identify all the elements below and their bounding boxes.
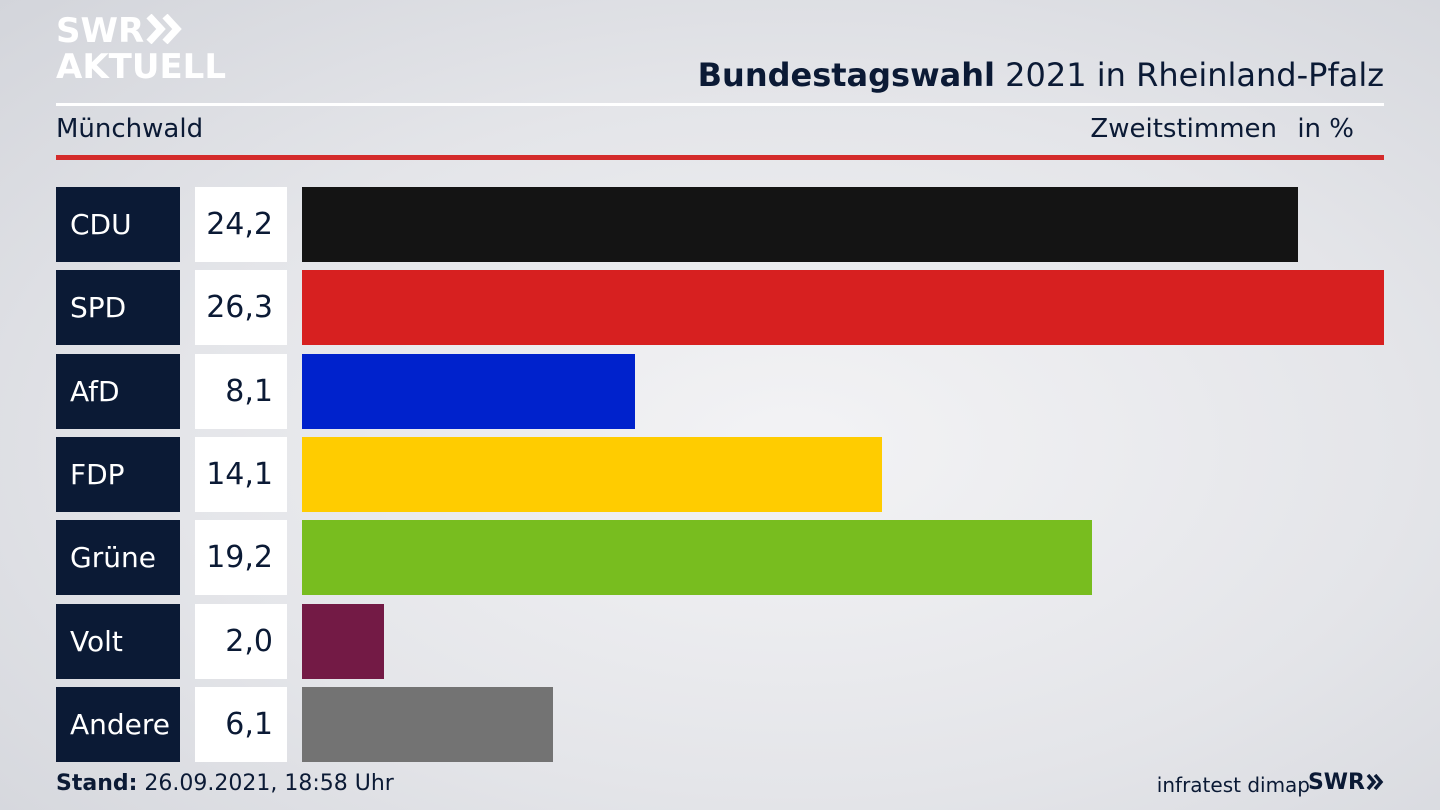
subheader-divider (56, 155, 1384, 160)
bar-row: CDU 24,2 (56, 187, 1384, 262)
bar-row: Volt 2,0 (56, 603, 1384, 679)
value-label: 19,2 (195, 520, 287, 596)
district-name: Münchwald (56, 114, 204, 144)
metric-label: Zweitstimmen (1090, 114, 1277, 144)
party-label: CDU (56, 187, 180, 262)
page-title: Bundestagswahl 2021 in Rheinland-Pfalz (698, 56, 1384, 94)
bar-row: Andere 6,1 (56, 686, 1384, 762)
chevron-icon (1366, 773, 1384, 791)
value-label: 8,1 (195, 353, 287, 429)
swr-small-text: SWR (1307, 770, 1365, 795)
party-label: Grüne (56, 520, 180, 596)
source-label: infratest dimap (1156, 773, 1310, 797)
bar (302, 686, 553, 762)
title-rest: 2021 in Rheinland-Pfalz (995, 56, 1384, 94)
unit-label: in % (1297, 114, 1354, 144)
bar (302, 270, 1384, 346)
party-label: FDP (56, 436, 180, 512)
stand-label: Stand: (56, 771, 138, 796)
value-label: 6,1 (195, 686, 287, 762)
bar-row: Grüne 19,2 (56, 520, 1384, 596)
bar (302, 520, 1092, 596)
bar-row: SPD 26,3 (56, 270, 1384, 346)
logo-line-2: AKTUELL (56, 47, 227, 87)
swr-logo-small: SWR (1308, 770, 1384, 795)
value-label: 26,3 (195, 270, 287, 346)
bar (302, 436, 883, 512)
timestamp: Stand: 26.09.2021, 18:58 Uhr (56, 771, 394, 796)
party-label: SPD (56, 270, 180, 346)
value-label: 14,1 (195, 436, 287, 512)
value-label: 2,0 (195, 603, 287, 679)
value-label: 24,2 (195, 187, 287, 262)
header-divider (56, 103, 1384, 106)
party-label: Andere (56, 686, 180, 762)
bar-row: FDP 14,1 (56, 436, 1384, 512)
double-chevron-icon (146, 13, 184, 50)
logo-line-1: SWR (56, 11, 145, 51)
stand-value: 26.09.2021, 18:58 Uhr (137, 771, 394, 796)
bar (302, 353, 636, 429)
bar (302, 603, 385, 679)
swr-aktuell-logo: SWR AKTUELL (56, 11, 227, 87)
party-label: AfD (56, 353, 180, 429)
bar-row: AfD 8,1 (56, 353, 1384, 429)
bar (302, 187, 1298, 262)
party-label: Volt (56, 603, 180, 679)
title-bold: Bundestagswahl (697, 56, 995, 94)
